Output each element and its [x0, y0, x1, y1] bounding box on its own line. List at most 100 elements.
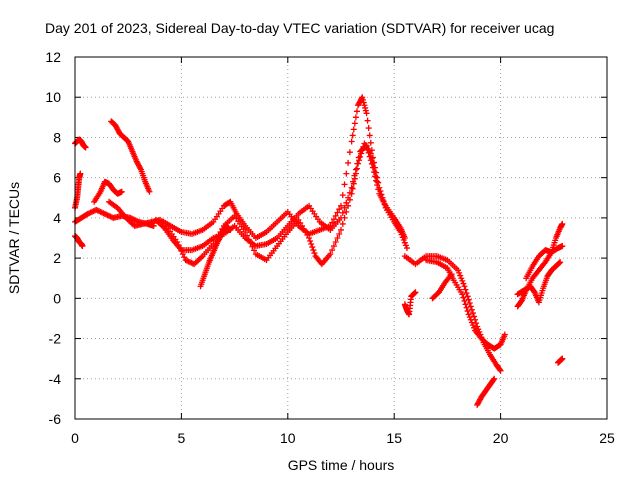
data-point-marker	[490, 376, 497, 383]
x-axis-label: GPS time / hours	[288, 457, 395, 473]
y-tick-label: 6	[53, 170, 61, 186]
data-point-marker	[361, 102, 368, 109]
data-point-marker	[339, 220, 346, 227]
data-point-marker	[349, 132, 356, 139]
data-point-marker	[346, 196, 353, 203]
y-tick-label: -4	[49, 371, 62, 387]
chart-title: Day 201 of 2023, Sidereal Day-to-day VTE…	[45, 20, 554, 36]
data-point-marker	[462, 301, 469, 308]
data-point-marker	[358, 150, 365, 157]
series-sat-l	[401, 253, 504, 374]
data-point-marker	[174, 239, 181, 246]
data-point-marker	[343, 199, 350, 206]
grid-lines	[75, 57, 607, 419]
data-point-marker	[461, 298, 468, 305]
data-point-marker	[341, 214, 348, 221]
data-point-marker	[327, 251, 334, 258]
x-tick-label: 10	[280, 430, 296, 446]
data-point-marker	[336, 206, 343, 213]
y-tick-label: -2	[49, 331, 62, 347]
data-point-marker	[363, 110, 370, 117]
data-point-marker	[343, 170, 350, 177]
data-point-marker	[459, 277, 466, 284]
data-point-marker	[332, 212, 339, 219]
data-point-marker	[496, 366, 503, 373]
data-point-marker	[374, 178, 381, 185]
y-tick-label: 4	[53, 210, 61, 226]
data-point-marker	[244, 232, 251, 239]
data-point-marker	[302, 228, 309, 235]
series-sat-f	[108, 118, 153, 195]
data-point-marker	[364, 117, 371, 124]
data-point-marker	[346, 149, 353, 156]
x-tick-label: 25	[599, 430, 615, 446]
data-point-marker	[338, 202, 344, 209]
data-point-marker	[245, 236, 252, 243]
data-point-marker	[349, 185, 356, 192]
data-point-marker	[310, 247, 317, 254]
data-point-marker	[251, 247, 258, 254]
series-sat-i	[163, 140, 381, 268]
data-point-marker	[368, 155, 375, 162]
data-point-marker	[403, 245, 410, 252]
data-point-marker	[348, 190, 355, 197]
data-point-marker	[473, 320, 480, 327]
data-point-marker	[352, 114, 359, 121]
data-point-marker	[402, 242, 409, 249]
data-point-marker	[359, 147, 366, 154]
data-point-marker	[226, 226, 233, 233]
data-point-marker	[304, 231, 311, 238]
x-tick-label: 0	[71, 430, 79, 446]
data-point-marker	[465, 311, 472, 318]
data-point-marker	[338, 226, 344, 233]
data-point-marker	[351, 175, 358, 182]
series-sat-k	[401, 289, 419, 318]
data-point-marker	[355, 160, 362, 167]
data-point-marker	[334, 209, 341, 216]
data-point-marker	[350, 180, 357, 187]
data-point-marker	[351, 120, 358, 127]
series-sat-n	[429, 271, 455, 302]
plot-frame	[74, 56, 608, 420]
data-point-marker	[463, 289, 470, 296]
data-point-marker	[455, 267, 462, 274]
data-point-marker	[350, 126, 357, 133]
data-point-marker	[357, 153, 364, 160]
data-point-marker	[345, 202, 352, 209]
data-point-marker	[360, 99, 367, 106]
data-point-marker	[348, 138, 355, 145]
data-point-marker	[401, 235, 408, 241]
x-tick-label: 5	[178, 430, 186, 446]
data-point-marker	[343, 208, 350, 215]
data-point-marker	[362, 104, 369, 111]
data-point-marker	[249, 243, 256, 250]
data-point-marker	[362, 107, 369, 114]
data-point-marker	[458, 275, 465, 282]
data-point-marker	[341, 181, 348, 188]
data-point-marker	[353, 108, 360, 115]
data-point-marker	[242, 228, 249, 235]
y-tick-label: 8	[53, 129, 61, 145]
data-point-marker	[79, 243, 86, 250]
data-point-marker	[356, 157, 363, 164]
data-point-marker	[345, 159, 352, 166]
data-point-marker	[330, 243, 337, 250]
data-point-marker	[308, 241, 315, 248]
series-sat-o	[474, 375, 498, 408]
data-point-marker	[341, 204, 348, 211]
data-point-marker	[541, 260, 548, 267]
data-point-marker	[501, 331, 508, 338]
y-tick-label: 2	[53, 250, 61, 266]
data-point-marker	[300, 225, 307, 232]
data-point-marker	[366, 132, 373, 139]
data-point-marker	[464, 308, 471, 315]
series-sat-a	[72, 136, 89, 151]
data-point-marker	[118, 188, 125, 195]
data-point-marker	[469, 310, 476, 317]
data-point-marker	[559, 220, 566, 227]
data-point-marker	[466, 314, 473, 321]
data-point-marker	[372, 169, 379, 176]
data-point-marker	[82, 144, 89, 151]
data-point-marker	[295, 216, 302, 223]
data-point-marker	[468, 306, 475, 313]
